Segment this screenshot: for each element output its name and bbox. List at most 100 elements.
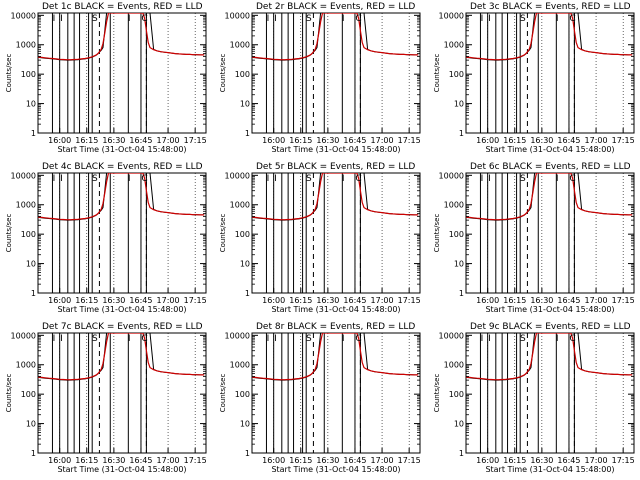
event-mark-label: I (274, 174, 277, 184)
events-series-line (466, 333, 633, 381)
x-tick-label: 17:00 (371, 136, 394, 145)
event-mark-label: I (488, 334, 491, 344)
x-tick-label: 17:15 (612, 136, 635, 145)
panel-title: Det 3c BLACK = Events, RED = LLD (470, 2, 631, 12)
y-tick-label: 1000 (230, 201, 250, 210)
y-tick-label: 100 (235, 230, 250, 239)
event-mark-label: C (141, 14, 147, 24)
x-tick-label: 17:00 (585, 456, 608, 465)
event-mark-label: I (60, 334, 63, 344)
y-tick-label: 10 (454, 420, 464, 429)
event-mark-label: I (53, 174, 56, 184)
plot-frame (251, 332, 421, 454)
event-mark-label: I (488, 14, 491, 24)
panel-title: Det 6c BLACK = Events, RED = LLD (470, 162, 631, 172)
y-tick-label: 100 (21, 390, 36, 399)
event-mark-label: C (569, 334, 575, 344)
events-series-line (466, 13, 633, 61)
x-tick-label: 16:30 (530, 136, 553, 145)
x-tick-label: 16:30 (530, 456, 553, 465)
plot-frame (37, 332, 207, 454)
x-axis-label: Start Time (31-Oct-04 15:48:00) (271, 305, 400, 314)
panel-title: Det 1c BLACK = Events, RED = LLD (42, 2, 203, 12)
event-mark-label: C (141, 174, 147, 184)
y-tick-label: 1 (31, 289, 36, 298)
plot-frame (465, 332, 635, 454)
x-tick-label: 17:00 (585, 136, 608, 145)
y-tick-label: 1 (459, 449, 464, 458)
y-tick-label: 10000 (11, 171, 36, 180)
y-tick-label: 10 (240, 260, 250, 269)
x-tick-label: 16:45 (557, 296, 580, 305)
x-tick-label: 17:00 (157, 296, 180, 305)
event-mark-label: I (53, 14, 56, 24)
events-series-line (38, 173, 205, 221)
y-tick-label: 10000 (225, 11, 250, 20)
y-tick-label: 1000 (16, 41, 36, 50)
x-tick-label: 16:00 (262, 456, 285, 465)
x-tick-label: 16:30 (102, 456, 125, 465)
event-mark-label: I (556, 334, 559, 344)
x-tick-label: 17:15 (398, 456, 421, 465)
event-mark-label: I (267, 334, 270, 344)
x-tick-label: 16:00 (262, 296, 285, 305)
x-tick-label: 16:45 (343, 136, 366, 145)
panel-title: Det 4c BLACK = Events, RED = LLD (42, 162, 203, 172)
x-tick-label: 16:15 (75, 296, 98, 305)
plot-frame (37, 12, 207, 134)
x-tick-label: 16:30 (316, 296, 339, 305)
event-mark-label: S (306, 334, 312, 344)
y-tick-label: 10 (454, 260, 464, 269)
lld-series-line (466, 13, 633, 61)
x-tick-label: 16:00 (476, 296, 499, 305)
x-axis-label: Start Time (31-Oct-04 15:48:00) (57, 465, 186, 474)
event-mark-label: I (274, 14, 277, 24)
lld-series-line (38, 333, 205, 381)
event-mark-label: I (556, 14, 559, 24)
y-tick-label: 1000 (230, 361, 250, 370)
plot-frame (37, 172, 207, 294)
x-tick-label: 16:00 (476, 456, 499, 465)
x-tick-label: 16:45 (129, 136, 152, 145)
y-tick-label: 10000 (225, 331, 250, 340)
event-mark-label: I (60, 14, 63, 24)
y-tick-label: 1000 (230, 41, 250, 50)
x-tick-label: 16:30 (316, 456, 339, 465)
x-tick-label: 17:00 (585, 296, 608, 305)
y-tick-label: 1 (245, 449, 250, 458)
y-axis-label: Counts/sec (5, 374, 13, 413)
x-tick-label: 17:00 (371, 456, 394, 465)
event-mark-label: I (267, 174, 270, 184)
plot-frame (465, 172, 635, 294)
x-tick-label: 17:00 (371, 296, 394, 305)
event-mark-label: S (306, 174, 312, 184)
y-tick-label: 1 (459, 289, 464, 298)
y-tick-label: 100 (449, 230, 464, 239)
y-tick-label: 10 (454, 100, 464, 109)
event-mark-label: S (92, 174, 98, 184)
events-series-line (466, 173, 633, 221)
y-tick-label: 10 (26, 260, 36, 269)
x-tick-label: 17:15 (184, 296, 207, 305)
event-mark-label: I (342, 14, 345, 24)
y-axis-label: Counts/sec (219, 54, 227, 93)
x-tick-label: 16:45 (557, 456, 580, 465)
x-axis-label: Start Time (31-Oct-04 15:48:00) (57, 305, 186, 314)
y-tick-label: 1000 (444, 361, 464, 370)
x-tick-label: 16:00 (48, 136, 71, 145)
panel-title: Det 9c BLACK = Events, RED = LLD (470, 322, 631, 332)
y-tick-label: 100 (449, 70, 464, 79)
event-mark-label: I (342, 334, 345, 344)
panel-title: Det 2r BLACK = Events, RED = LLD (256, 2, 415, 12)
y-axis-label: Counts/sec (433, 214, 441, 253)
x-tick-label: 17:15 (184, 136, 207, 145)
event-mark-label: I (128, 14, 131, 24)
y-tick-label: 10000 (439, 331, 464, 340)
x-tick-label: 16:00 (48, 296, 71, 305)
event-mark-label: I (128, 174, 131, 184)
x-axis-label: Start Time (31-Oct-04 15:48:00) (485, 305, 614, 314)
x-axis-label: Start Time (31-Oct-04 15:48:00) (485, 465, 614, 474)
